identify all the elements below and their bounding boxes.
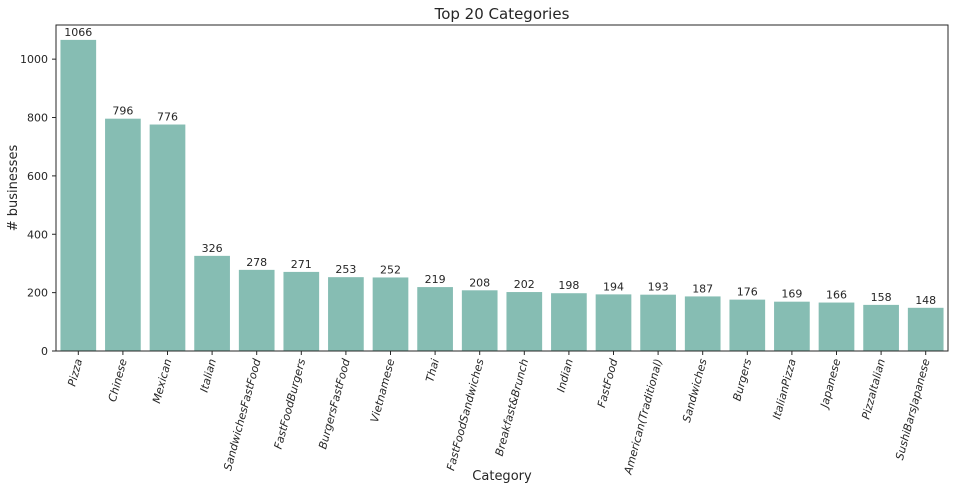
x-tick-label: PizzaItalian [859,357,888,420]
x-tick-label: FastFoodSandwiches [444,357,486,472]
x-tick-label: FastFoodBurgers [272,357,309,450]
data-label: 208 [469,276,490,289]
data-label: 176 [737,286,758,299]
data-label: 193 [648,281,669,294]
x-tick-label: American(Traditional) [621,357,665,476]
x-tick-label: BurgersFastFood [316,356,353,450]
data-label: 326 [202,242,223,255]
data-labels: 1066 796 776 326 278 271 253 252 219 208 202 198 194… [64,26,936,307]
x-tick-label: Thai [423,357,442,383]
x-tick-label: Indian [554,357,575,393]
data-label: 1066 [64,26,92,39]
bar-italianpizza [774,301,810,351]
data-label: 198 [558,279,579,292]
data-label: 148 [915,294,936,307]
y-tick-label: 200 [27,287,48,300]
x-tick-label: Japanese [817,357,843,411]
bar-sushibarsjapanese [907,307,944,351]
bar-vietnamese [372,277,409,351]
data-label: 194 [603,280,624,293]
bars [60,39,944,351]
data-label: 202 [514,278,535,291]
y-tick-label: 0 [41,345,48,358]
x-tick-label: Pizza [65,357,85,388]
y-tick-label: 800 [27,112,48,125]
x-tick-label: ItalianPizza [770,357,799,421]
bar-pizza [60,39,97,351]
plot-frame [55,24,949,352]
bar-sandwiches [684,296,721,351]
x-tick-label: Breakfast&Brunch [493,357,532,457]
x-tick-label: Mexican [150,357,174,404]
bar-fastfoodsandwiches [461,290,498,351]
data-label: 166 [826,289,847,302]
x-axis-ticks: Pizza Chinese Mexican Italian SandwichesFast… [65,351,933,477]
bar-fastfoodburgers [283,271,320,351]
bar-mexican [149,124,186,351]
bar-thai [417,287,453,351]
x-tick-label: SandwichesFastFood [221,356,264,472]
bar-burgers [729,299,766,351]
y-axis-ticks: 0 200 400 600 800 1000 [20,53,56,358]
x-axis-label: Category [472,469,532,484]
bar-burgersfastfood [328,277,364,351]
x-tick-label: Burgers [730,357,754,402]
data-label: 219 [425,273,446,286]
data-label: 158 [871,291,892,304]
bar-chinese [105,118,141,351]
bar-breakfast-brunch [506,292,543,351]
y-tick-label: 1000 [20,53,48,66]
bar-italian [194,255,230,351]
data-label: 187 [692,282,713,295]
x-tick-label: Italian [198,357,219,393]
y-tick-label: 600 [27,170,48,183]
bar-sandwichesfastfood [238,269,275,351]
data-label: 278 [246,256,267,269]
data-label: 776 [157,111,178,124]
x-tick-label: FastFood [595,356,621,409]
data-label: 253 [335,263,356,276]
bar-indian [551,293,587,351]
chart-title: Top 20 Categories [434,5,570,23]
bar-pizzaitalian [863,304,899,351]
x-tick-label: SushiBarsJapanese [893,357,933,461]
y-tick-label: 400 [27,228,48,241]
bar-fastfood [595,294,632,351]
data-label: 271 [291,258,312,271]
data-label: 796 [112,105,133,118]
data-label: 169 [781,288,802,301]
x-tick-label: Chinese [106,357,130,403]
x-tick-label: Vietnamese [368,357,398,424]
bar-japanese [818,302,855,351]
y-axis-label: # businesses [6,145,21,232]
x-tick-label: Sandwiches [680,357,710,424]
data-label: 252 [380,263,401,276]
bar-american-traditional- [640,294,676,351]
